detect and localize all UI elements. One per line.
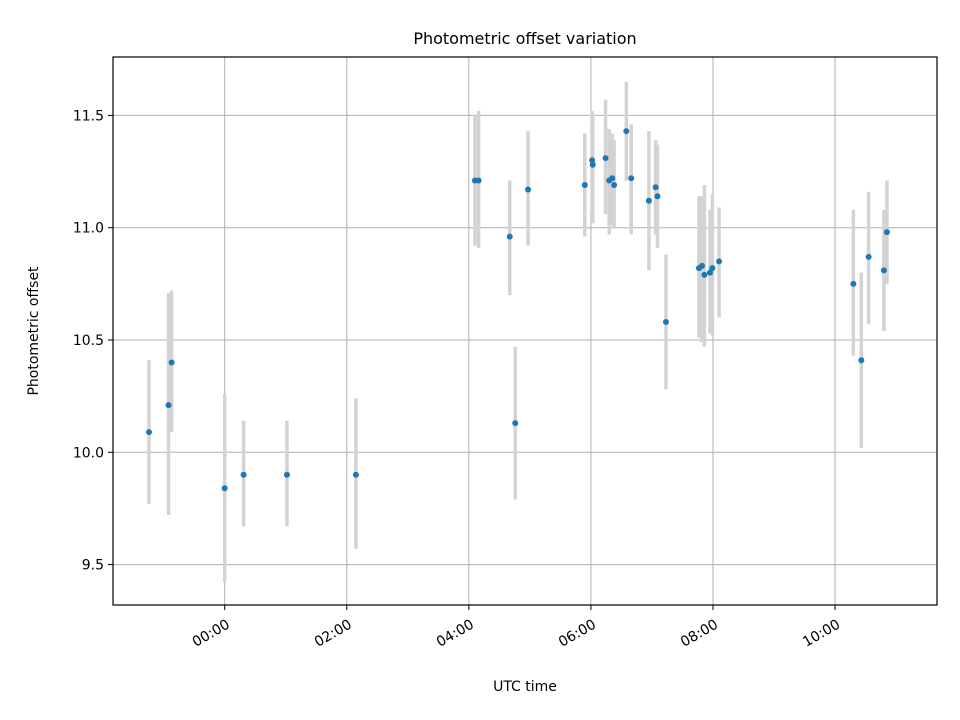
x-tick-label: 04:00 xyxy=(434,617,477,651)
data-point xyxy=(525,186,532,193)
data-point xyxy=(602,155,609,162)
data-point xyxy=(701,271,708,278)
y-axis-ticks: 9.5 10.0 10.5 11.0 11.5 xyxy=(73,108,113,574)
data-point xyxy=(652,184,659,191)
data-point xyxy=(699,262,706,269)
y-axis-label: Photometric offset xyxy=(26,266,42,396)
data-point xyxy=(645,197,652,204)
data-point xyxy=(506,233,513,240)
data-point xyxy=(662,319,669,326)
data-point xyxy=(706,269,713,276)
data-point xyxy=(352,471,359,478)
data-point xyxy=(165,402,172,409)
plot-frame xyxy=(112,56,938,606)
error-bars xyxy=(147,81,889,583)
data-point xyxy=(512,420,519,427)
x-axis-ticks: 00:00 02:00 04:00 06:00 08:00 10:00 xyxy=(190,605,843,651)
data-point xyxy=(589,157,596,164)
x-tick-label: 10:00 xyxy=(800,617,843,651)
data-points xyxy=(146,128,890,492)
data-point xyxy=(609,175,616,182)
data-point xyxy=(581,182,588,189)
data-point xyxy=(168,359,175,366)
y-tick-label: 10.0 xyxy=(73,445,104,461)
y-tick-label: 10.5 xyxy=(73,333,104,349)
data-point xyxy=(883,229,890,236)
data-point xyxy=(611,182,618,189)
x-axis-label: UTC time xyxy=(493,679,557,695)
y-tick-label: 11.0 xyxy=(73,221,104,237)
data-point xyxy=(850,280,857,287)
data-point xyxy=(716,258,723,265)
data-point xyxy=(880,267,887,274)
x-tick-label: 00:00 xyxy=(190,617,233,651)
data-point xyxy=(221,485,228,492)
x-tick-label: 08:00 xyxy=(678,617,721,651)
data-point xyxy=(146,429,153,436)
data-point xyxy=(628,175,635,182)
data-point xyxy=(709,265,716,272)
y-tick-label: 9.5 xyxy=(82,558,104,574)
x-tick-label: 02:00 xyxy=(312,617,355,651)
data-point xyxy=(654,193,661,200)
y-tick-label: 11.5 xyxy=(73,108,104,124)
data-point xyxy=(589,161,596,168)
grid xyxy=(113,57,937,605)
data-point xyxy=(858,357,865,364)
data-point xyxy=(240,471,247,478)
chart-title: Photometric offset variation xyxy=(413,29,636,48)
data-point xyxy=(623,128,630,135)
data-point xyxy=(475,177,482,184)
x-tick-label: 06:00 xyxy=(556,617,599,651)
data-point xyxy=(283,471,290,478)
data-point xyxy=(865,253,872,260)
